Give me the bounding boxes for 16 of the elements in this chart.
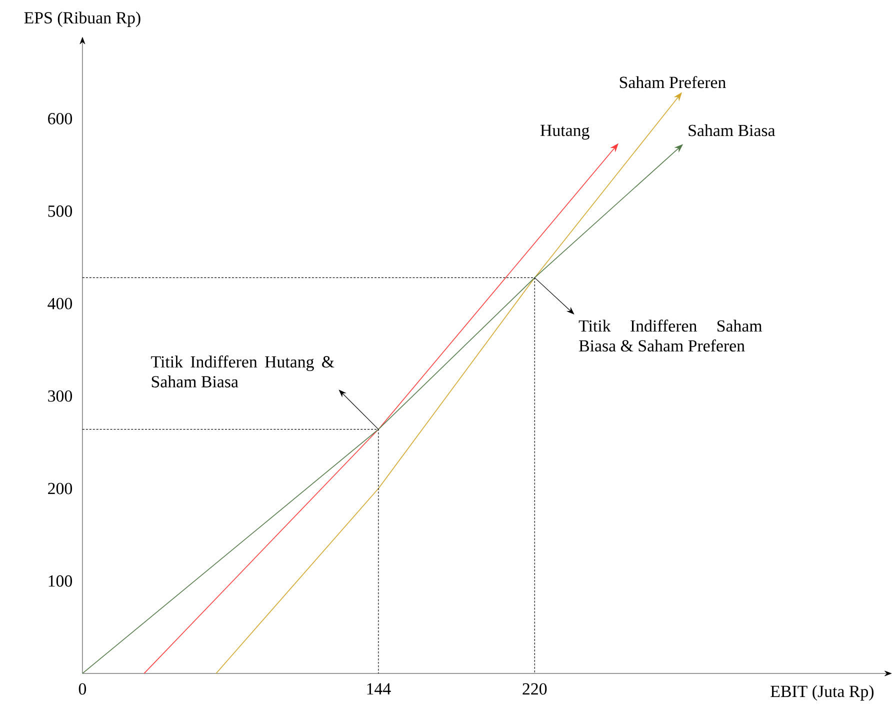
y-tick-label: 500	[48, 205, 72, 217]
y-tick-label: 600	[48, 112, 72, 124]
x-tick-label: 220	[522, 683, 547, 695]
y-tick-label: 400	[48, 298, 72, 310]
x-axis-title: EBIT (Juta Rp)	[770, 685, 874, 700]
x-tick-label: 144	[367, 683, 391, 694]
y-tick-label: 100	[48, 575, 72, 587]
annotation: Titik Indifferen Saham Biasa & Saham Preferen	[578, 320, 762, 352]
x-tick-label: 0	[78, 683, 86, 695]
y-tick-label: 300	[48, 390, 72, 402]
annotation: Titik Indifferen Hutang & Saham Biasa	[151, 355, 334, 388]
series-label: Saham Biasa	[688, 124, 776, 136]
y-tick-label: 200	[48, 482, 72, 494]
y-axis-title: EPS (Ribuan Rp)	[24, 12, 140, 27]
series-label: Saham Preferen	[620, 76, 726, 88]
series-label: Hutang	[540, 124, 590, 140]
